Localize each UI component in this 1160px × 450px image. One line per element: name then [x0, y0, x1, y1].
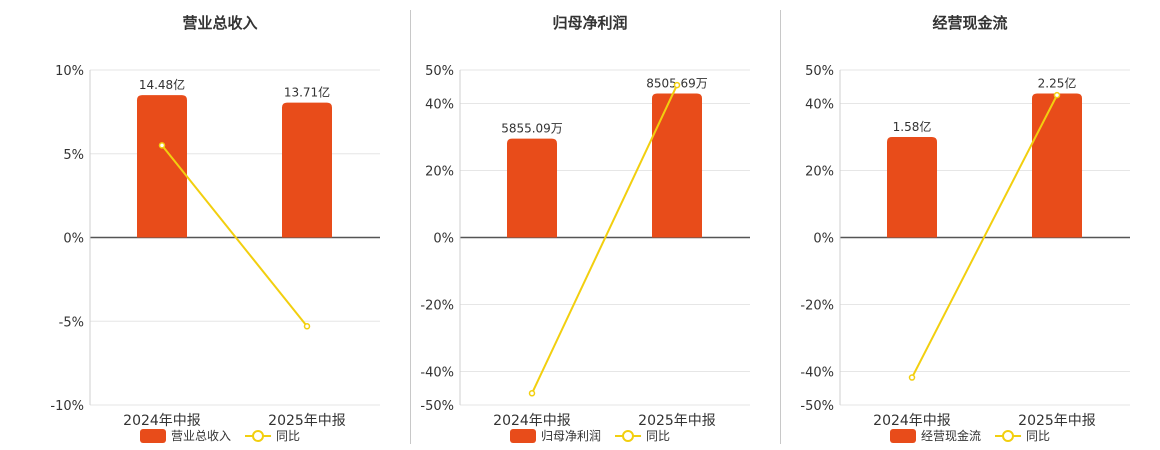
bar: [507, 138, 557, 238]
chart-legend: 营业总收入 同比: [30, 427, 410, 444]
legend-bar-swatch: [509, 428, 536, 443]
y-tick-label: -20%: [800, 299, 834, 314]
y-tick-label: -40%: [420, 366, 454, 381]
legend-line-label: 同比: [646, 429, 671, 443]
y-tick-label: -40%: [800, 366, 834, 381]
x-category-label: 2024年中报: [873, 413, 951, 429]
bar: [137, 95, 187, 238]
yoy-point: [158, 142, 166, 149]
y-tick-label: 0%: [63, 232, 84, 247]
yoy-line: [911, 94, 1058, 378]
legend-line-label: 同比: [276, 429, 301, 443]
yoy-point: [303, 323, 311, 330]
bar-data-label: 2.25亿: [1038, 75, 1077, 90]
yoy-line: [161, 144, 308, 327]
chart-title: 归母净利润: [552, 14, 628, 32]
legend-line-swatch: [245, 429, 271, 443]
bar: [887, 137, 937, 238]
legend-bar-swatch: [889, 428, 916, 443]
yoy-point: [908, 374, 916, 381]
legend-bar-swatch: [139, 428, 166, 443]
y-tick-label: 40%: [805, 98, 834, 113]
bar-data-label: 14.48亿: [139, 77, 185, 92]
chart-title: 经营现金流: [932, 14, 1008, 32]
chart-panel-operating-cash-flow: 经营现金流 50% 40% 20% 0% -20% -40% -50% 1.58亿 2.25亿 2…: [780, 0, 1160, 450]
legend-bar-label: 经营现金流: [920, 429, 981, 443]
y-tick-label: -20%: [420, 299, 454, 314]
y-tick-label: 0%: [813, 232, 834, 247]
legend-line-label: 同比: [1026, 429, 1051, 443]
y-tick-label: 0%: [433, 232, 454, 247]
bar: [652, 93, 702, 238]
bar-data-label: 13.71亿: [284, 85, 330, 100]
y-tick-label: 20%: [805, 165, 834, 180]
y-tick-label: -50%: [420, 399, 454, 414]
yoy-point: [1053, 91, 1061, 99]
chart-panel-revenue: 营业总收入 10% 5% 0% -5% -10% 14.48亿 13.71亿 2024年中报 2…: [30, 0, 410, 450]
chart-panel-net-profit: 归母净利润 50%40%20%0%-20%-40%-50%5855.09万850…: [400, 0, 780, 450]
yoy-point: [673, 81, 681, 89]
chart-plot: 50%40%20%0%-20%-40%-50%5855.09万8505.69万2…: [420, 64, 750, 429]
panel-divider: [780, 10, 781, 444]
y-tick-label: 10%: [55, 64, 84, 79]
bar-data-label: 1.58亿: [893, 119, 932, 134]
x-category-label: 2025年中报: [268, 413, 346, 429]
chart-plot: 10% 5% 0% -5% -10% 14.48亿 13.71亿 2024年中报 2025年中报: [50, 64, 380, 429]
legend-bar-label: 归母净利润: [540, 429, 601, 443]
y-tick-label: 40%: [425, 98, 454, 113]
legend-bar-label: 营业总收入: [170, 429, 231, 443]
y-tick-label: 50%: [805, 64, 834, 79]
chart-legend: 归母净利润 同比: [400, 427, 780, 444]
y-tick-label: 50%: [425, 64, 454, 79]
y-tick-label: -10%: [50, 399, 84, 414]
y-tick-label: 5%: [63, 148, 84, 163]
chart-plot: 50% 40% 20% 0% -20% -40% -50% 1.58亿 2.25亿 2024年中报…: [800, 64, 1130, 429]
x-category-label: 2025年中报: [1018, 413, 1096, 429]
bar: [282, 102, 332, 238]
yoy-line: [531, 84, 678, 394]
y-tick-label: 20%: [425, 165, 454, 180]
y-tick-label: -50%: [800, 399, 834, 414]
y-tick-label: -5%: [59, 315, 84, 330]
chart-title: 营业总收入: [182, 14, 258, 32]
chart-legend: 经营现金流 同比: [780, 427, 1160, 444]
legend-line-swatch: [615, 429, 641, 443]
x-category-label: 2024年中报: [493, 413, 571, 429]
x-category-label: 2025年中报: [638, 413, 716, 429]
bar-data-label: 5855.09万: [501, 122, 563, 136]
bar: [1032, 93, 1082, 238]
yoy-point: [528, 390, 536, 397]
legend-line-swatch: [995, 429, 1021, 443]
panel-divider: [410, 10, 411, 444]
x-category-label: 2024年中报: [123, 413, 201, 429]
